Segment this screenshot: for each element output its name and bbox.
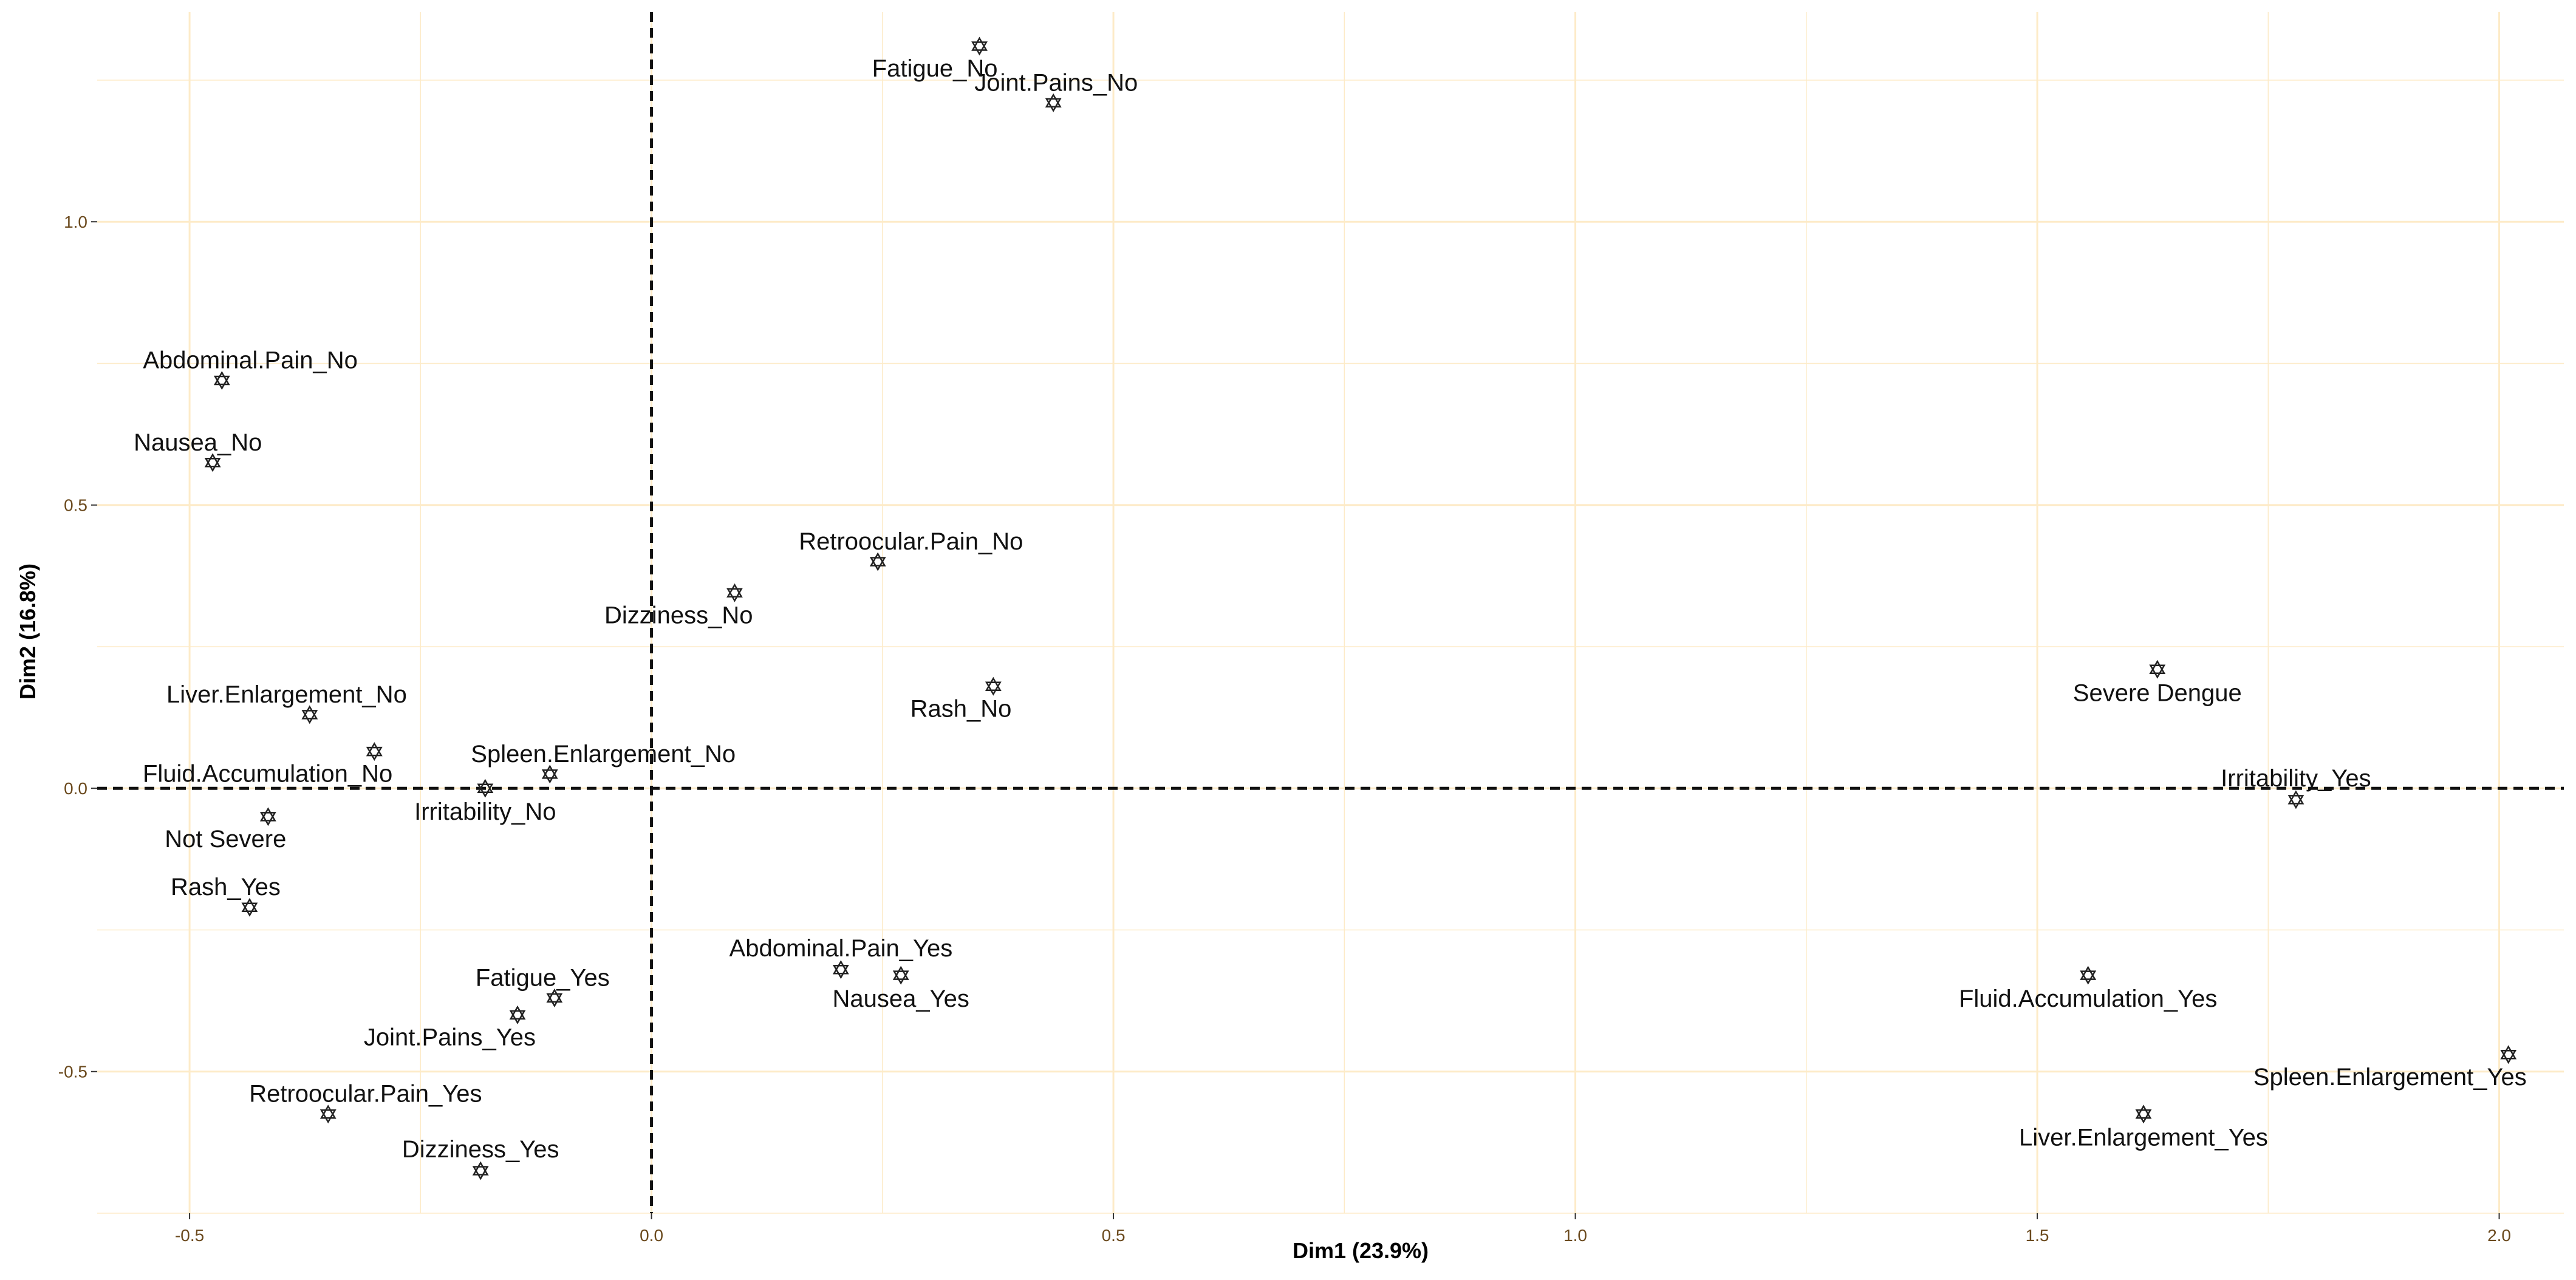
y-tick-label: 0.5 [64,496,87,515]
data-point: Spleen.Enlargement_Yes [2253,1045,2527,1091]
x-tick-label: 2.0 [2487,1226,2511,1245]
x-tick-label: 0.5 [1102,1226,1126,1245]
y-tick-label: 1.0 [64,213,87,231]
point-label: Rash_No [910,695,1012,722]
data-point: Fluid.Accumulation_Yes [1959,965,2217,1012]
star-marker [2287,790,2304,809]
star-marker [832,960,849,979]
data-point: Abdominal.Pain_No [143,347,358,390]
star-marker [2149,659,2166,679]
star-marker [301,705,318,724]
star-marker [213,370,230,390]
data-point: Joint.Pains_Yes [364,1005,536,1050]
point-label: Rash_Yes [171,874,281,900]
star-marker [477,778,494,798]
point-label: Joint.Pains_Yes [364,1024,536,1050]
data-point: Liver.Enlargement_Yes [2019,1105,2268,1151]
point-label: Not Severe [165,826,286,853]
star-marker [241,897,258,917]
data-point: Abdominal.Pain_Yes [729,935,953,979]
point-label: Fluid.Accumulation_Yes [1959,986,2217,1012]
star-marker [869,552,886,571]
point-label: Joint.Pains_No [974,69,1138,96]
data-point: Fatigue_No [872,36,998,82]
star-marker [2500,1045,2517,1064]
point-label: Spleen.Enlargement_No [471,741,736,768]
star-marker [472,1161,489,1180]
data-point: Not Severe [165,807,286,853]
star-marker [971,36,988,56]
data-point: Spleen.Enlargement_No [471,741,736,784]
point-label: Irritability_Yes [2221,765,2371,792]
point-label: Abdominal.Pain_Yes [729,935,953,962]
star-marker [509,1005,526,1024]
data-point: Retroocular.Pain_No [799,528,1023,571]
point-label: Irritability_No [414,798,556,825]
data-point: Joint.Pains_No [974,69,1138,112]
point-label: Retroocular.Pain_No [799,528,1023,555]
star-marker [726,583,743,602]
data-point: Dizziness_No [604,583,753,628]
star-marker [204,453,221,472]
data-point: Retroocular.Pain_Yes [249,1081,482,1124]
star-marker [259,807,276,826]
x-tick-label: 1.5 [2026,1226,2049,1245]
point-label: Nausea_No [134,429,262,456]
star-marker [319,1105,337,1124]
point-label: Nausea_Yes [833,986,969,1012]
y-axis-title: Dim2 (16.8%) [15,563,40,700]
point-label: Liver.Enlargement_Yes [2019,1125,2268,1151]
point-label: Fatigue_No [872,55,998,82]
star-marker [985,676,1002,696]
star-marker [1045,93,1062,112]
point-label: Dizziness_No [604,602,753,628]
point-label: Retroocular.Pain_Yes [249,1081,482,1108]
data-point: Rash_Yes [171,874,281,917]
data-point: Severe Dengue [2073,659,2242,706]
reference-lines [97,12,2564,1213]
data-point: Nausea_No [134,429,262,472]
data-point: Fluid.Accumulation_No [143,742,392,788]
x-tick-label: 1.0 [1563,1226,1587,1245]
point-label: Liver.Enlargement_No [166,681,407,708]
y-tick-label: 0.0 [64,779,87,798]
point-label: Dizziness_Yes [402,1136,559,1163]
data-point: Fatigue_Yes [476,964,610,1008]
data-point: Dizziness_Yes [402,1136,559,1180]
point-label: Severe Dengue [2073,679,2242,706]
star-marker [366,742,383,761]
x-axis-title: Dim1 (23.9%) [1293,1238,1429,1263]
point-label: Abdominal.Pain_No [143,347,358,373]
y-tick-label: -0.5 [58,1063,87,1081]
data-point: Rash_No [910,676,1012,722]
star-marker [546,988,563,1008]
data-point: Liver.Enlargement_No [166,681,407,724]
x-tick-label: 0.0 [640,1226,663,1245]
star-marker [2080,965,2097,985]
data-point: Irritability_Yes [2221,765,2371,809]
x-tick-label: -0.5 [175,1226,204,1245]
data-point: Irritability_No [414,778,556,825]
y-axis-ticks: -0.5 0.0 0.5 1.0 [58,213,97,1081]
data-point: Nausea_Yes [833,965,969,1012]
point-label: Fatigue_Yes [476,964,610,991]
star-marker [892,965,909,985]
star-marker [541,764,558,784]
star-marker [2135,1105,2152,1124]
point-label: Spleen.Enlargement_Yes [2253,1064,2527,1091]
point-label: Fluid.Accumulation_No [143,761,392,788]
x-axis-ticks: -0.5 0.0 0.5 1.0 1.5 2.0 [175,1213,2511,1245]
